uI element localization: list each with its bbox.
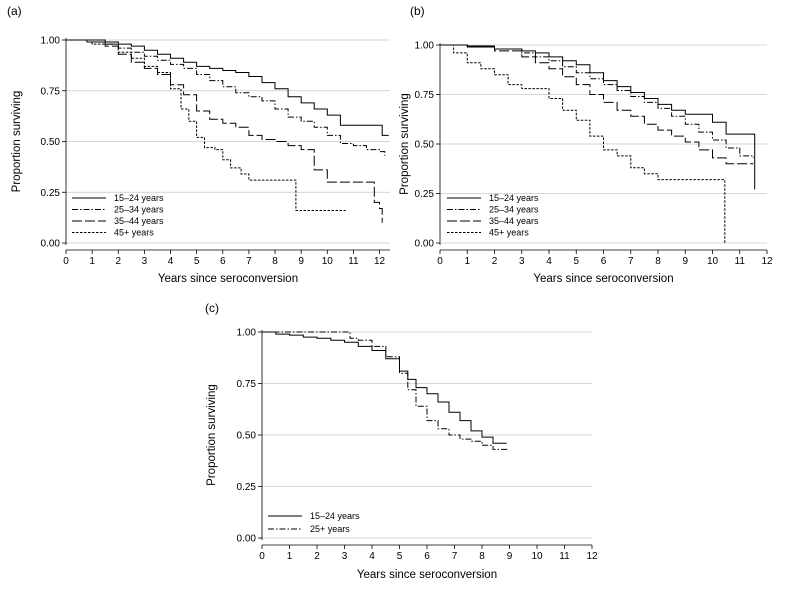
x-tick-label: 9 <box>507 551 513 562</box>
y-tick-label: 0.50 <box>41 137 61 148</box>
x-tick-label: 8 <box>655 256 661 267</box>
x-tick-label: 6 <box>601 256 607 267</box>
x-tick-label: 4 <box>168 256 174 267</box>
panel-label: (c) <box>205 301 219 315</box>
y-tick-label: 0.00 <box>41 239 61 250</box>
x-tick-label: 10 <box>707 256 719 267</box>
legend-label: 35–44 years <box>489 216 539 226</box>
legend-label: 15–24 years <box>310 511 360 521</box>
x-tick-label: 11 <box>559 551 570 562</box>
series-line-2 <box>66 39 386 156</box>
x-tick-label: 7 <box>628 256 634 267</box>
y-tick-label: 1.00 <box>41 36 61 47</box>
x-tick-label: 4 <box>546 256 552 267</box>
x-tick-label: 12 <box>374 256 386 267</box>
x-tick-label: 0 <box>259 551 265 562</box>
y-axis-label: Proportion surviving <box>11 91 23 193</box>
x-tick-label: 1 <box>464 256 470 267</box>
x-axis-label: Years since seroconversion <box>158 273 298 285</box>
x-tick-label: 3 <box>142 256 148 267</box>
x-tick-label: 1 <box>287 551 293 562</box>
x-tick-label: 3 <box>519 256 525 267</box>
y-tick-label: 0.00 <box>415 239 435 250</box>
panel-label: (a) <box>7 4 22 18</box>
y-tick-label: 0.75 <box>415 90 435 101</box>
x-tick-label: 5 <box>194 256 200 267</box>
x-tick-label: 6 <box>424 551 430 562</box>
y-axis-label: Proportion surviving <box>399 93 411 195</box>
x-tick-label: 4 <box>369 551 375 562</box>
legend-label: 15–24 years <box>489 193 539 203</box>
legend-label: 25–34 years <box>114 205 164 215</box>
x-tick-label: 9 <box>682 256 688 267</box>
chart-panel-1: (a)0.000.250.500.751.000 1 2 3 4 5 6 7 8 9 10 11 12Y… <box>7 4 390 285</box>
legend-label: 15–24 years <box>114 193 164 203</box>
x-axis-label: Years since seroconversion <box>533 273 673 285</box>
x-tick-label: 3 <box>342 551 348 562</box>
x-tick-label: 2 <box>492 256 498 267</box>
x-tick-label: 0 <box>437 256 443 267</box>
x-tick-label: 10 <box>531 551 543 562</box>
legend-label: 25+ years <box>310 524 350 534</box>
y-tick-label: 1.00 <box>237 328 257 339</box>
x-tick-label: 5 <box>573 256 579 267</box>
x-tick-label: 6 <box>220 256 226 267</box>
chart-panel-2: (b)0.000.250.500.751.000 1 2 3 4 5 6 7 8 9 10 11 12Y… <box>399 4 773 285</box>
y-axis-label: Proportion surviving <box>206 384 218 486</box>
legend-label: 45+ years <box>489 228 529 238</box>
y-tick-label: 0.75 <box>41 86 61 97</box>
y-tick-label: 1.00 <box>415 41 435 52</box>
x-tick-label: 7 <box>246 256 252 267</box>
x-tick-label: 5 <box>397 551 403 562</box>
x-tick-label: 8 <box>272 256 278 267</box>
x-tick-label: 12 <box>761 256 773 267</box>
y-tick-label: 0.50 <box>237 431 257 442</box>
series-line-2 <box>262 331 508 452</box>
x-tick-label: 1 <box>89 256 95 267</box>
series-line-1 <box>262 331 507 444</box>
legend-label: 45+ years <box>114 228 154 238</box>
y-tick-label: 0.25 <box>415 189 435 200</box>
legend-label: 25–34 years <box>489 205 539 215</box>
series-line-4 <box>440 44 726 243</box>
x-tick-label: 7 <box>452 551 458 562</box>
y-tick-label: 0.25 <box>237 482 257 493</box>
series-line-3 <box>440 44 754 165</box>
y-tick-label: 0.75 <box>237 379 257 390</box>
x-tick-label: 12 <box>586 551 598 562</box>
panel-label: (b) <box>410 4 425 18</box>
x-axis-label: Years since seroconversion <box>357 569 497 581</box>
y-tick-label: 0.25 <box>41 188 61 199</box>
x-tick-label: 10 <box>322 256 334 267</box>
x-tick-label: 11 <box>735 256 746 267</box>
y-tick-label: 0.00 <box>237 534 257 545</box>
series-line-1 <box>66 39 389 136</box>
chart-panel-3: (c)0.000.250.500.751.000 1 2 3 4 5 6 7 8 9 10 11 12Y… <box>205 301 598 581</box>
legend-label: 35–44 years <box>114 216 164 226</box>
x-tick-label: 8 <box>479 551 485 562</box>
y-tick-label: 0.50 <box>415 140 435 151</box>
x-tick-label: 2 <box>115 256 121 267</box>
x-tick-label: 11 <box>348 256 359 267</box>
x-tick-label: 0 <box>63 256 69 267</box>
series-line-1 <box>440 44 756 190</box>
series-line-2 <box>440 44 754 158</box>
series-line-4 <box>66 39 346 211</box>
x-tick-label: 9 <box>298 256 304 267</box>
series-line-3 <box>66 39 383 223</box>
x-tick-label: 2 <box>314 551 320 562</box>
